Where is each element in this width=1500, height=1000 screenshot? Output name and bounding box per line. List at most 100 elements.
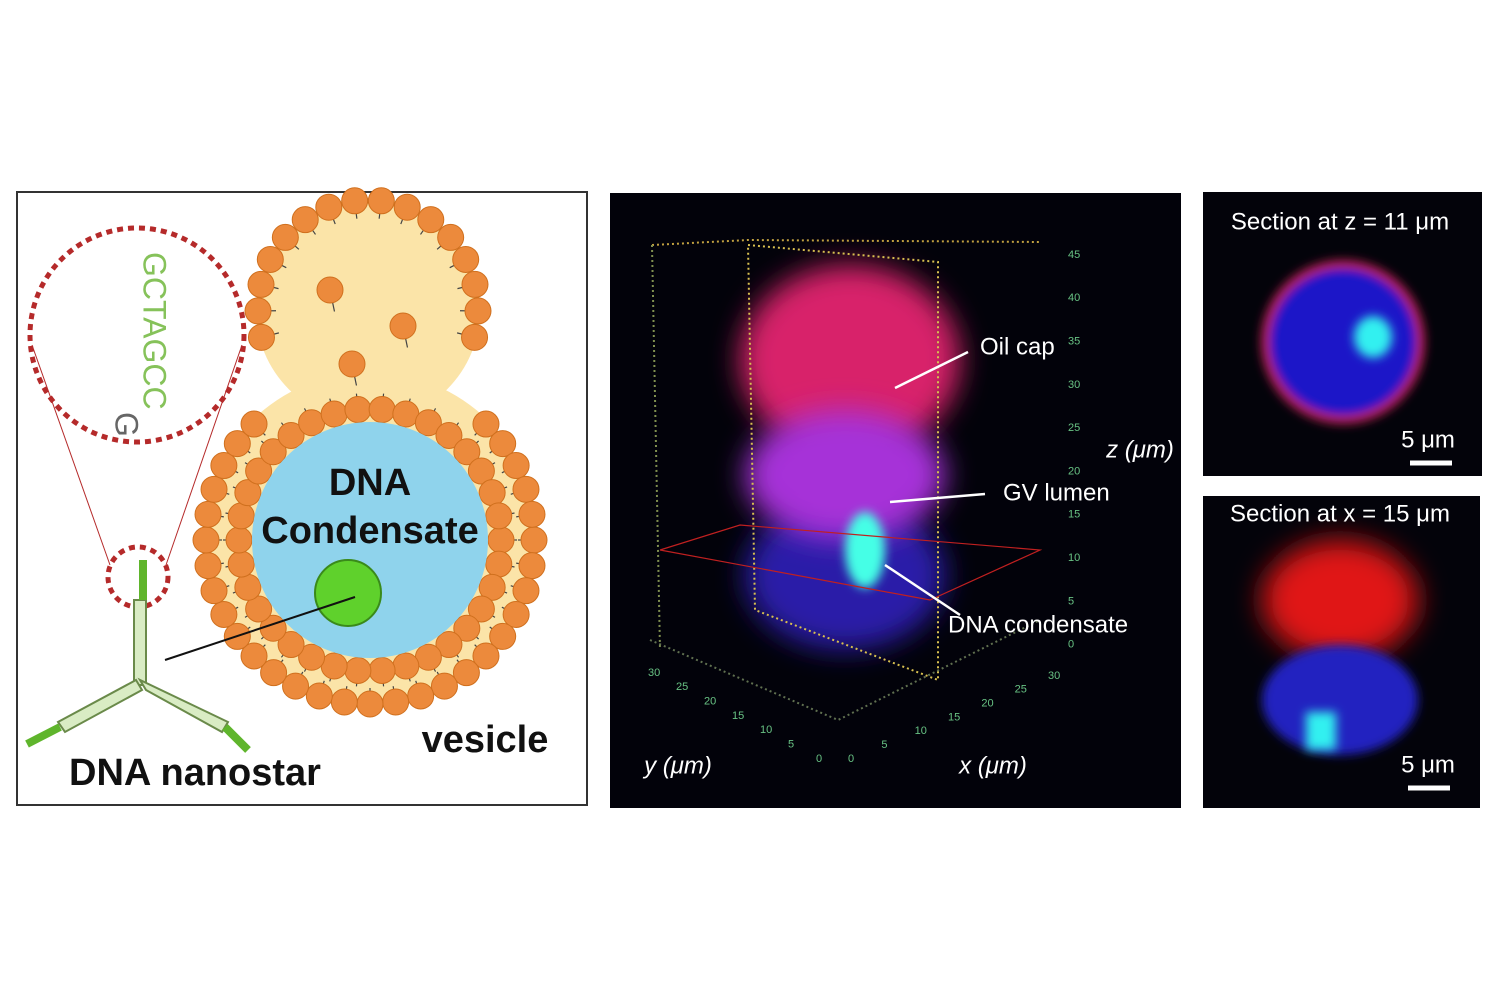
- section-oil-cap: [1262, 540, 1418, 660]
- lipid-head: [305, 682, 333, 710]
- panel-a: GCTAGCC G DNA Condensate vesicle DNA nan…: [16, 187, 588, 806]
- sequence: GCTAGCC: [137, 252, 173, 410]
- z-tick-label: 25: [1068, 422, 1080, 434]
- lipid-head: [393, 193, 421, 221]
- lipid-head: [291, 206, 319, 234]
- lipid-head: [225, 526, 253, 554]
- lipid-head: [240, 642, 268, 670]
- lipid-head: [234, 479, 262, 507]
- lipid-head: [485, 502, 513, 530]
- lipid-head: [389, 312, 417, 340]
- lipid-head: [437, 223, 465, 251]
- x-tick-label: 30: [1048, 670, 1060, 682]
- panel-c: Section at z = 11 μm 5 μm Section at x =…: [1203, 192, 1482, 808]
- lipid-head: [502, 452, 530, 480]
- axis-label: z (μm): [1105, 436, 1174, 463]
- lipid-head: [467, 595, 495, 623]
- lipid-head: [478, 573, 506, 601]
- lipid-head: [356, 690, 384, 718]
- bounding-box: [649, 238, 1043, 722]
- lipid-head: [489, 622, 517, 650]
- lipid-head: [512, 475, 540, 503]
- lipid-head: [461, 323, 489, 351]
- nanostar-label: DNA nanostar: [69, 752, 321, 794]
- lipid-head: [227, 550, 255, 578]
- panel-b: Oil cap GV lumen DNA condensate z (μm) y (μm…: [610, 193, 1181, 808]
- lipid-head: [485, 550, 513, 578]
- z-tick-label: 20: [1068, 465, 1080, 477]
- y-tick-label: 30: [648, 667, 660, 679]
- lipid-head: [330, 688, 358, 716]
- sticky-ends: [25, 560, 251, 753]
- lipid-head: [341, 187, 369, 215]
- lipid-head: [461, 270, 489, 298]
- lipid-head: [259, 438, 287, 466]
- lipid-head: [392, 652, 420, 680]
- lipid-head: [200, 475, 228, 503]
- lipid-head: [407, 682, 435, 710]
- oil-cap-glow: [740, 265, 960, 455]
- lipid-head: [244, 297, 272, 325]
- lipid-beads: [192, 187, 548, 718]
- lipid-head: [223, 430, 251, 458]
- lipid-head: [192, 526, 220, 554]
- condensate-label: Condensate: [261, 510, 478, 552]
- lipid-head: [260, 659, 288, 687]
- annotation-lines: [884, 350, 986, 617]
- lipid-head: [210, 600, 238, 628]
- lipid-head: [227, 502, 255, 530]
- lipid-head: [478, 479, 506, 507]
- x-tick-label: 10: [915, 725, 927, 737]
- z-tick-label: 10: [1068, 552, 1080, 564]
- section-vesicle: [1261, 260, 1425, 424]
- lipid-head: [467, 457, 495, 485]
- y-tick-label: 20: [704, 696, 716, 708]
- lipid-head: [247, 270, 275, 298]
- z-tick-label: 40: [1068, 292, 1080, 304]
- lipid-head: [435, 631, 463, 659]
- lipid-head: [520, 526, 548, 554]
- lipid-head: [489, 430, 517, 458]
- pointer-line: [164, 596, 356, 661]
- lipid-head: [518, 552, 546, 580]
- scale-label: 5 μm: [1401, 426, 1455, 453]
- condensate-label: DNA: [329, 462, 411, 504]
- lipid-head: [472, 410, 500, 438]
- lipid-head: [282, 672, 310, 700]
- axis-label: y (μm): [642, 752, 712, 779]
- scale-label: 5 μm: [1401, 751, 1455, 778]
- lipid-head: [320, 400, 348, 428]
- vesicle-label: vesicle: [422, 719, 549, 761]
- x-tick-label: 15: [948, 711, 960, 723]
- section-title: Section at z = 11 μm: [1231, 208, 1449, 235]
- lipid-head: [502, 600, 530, 628]
- lipid-head: [367, 187, 395, 215]
- lipid-head: [452, 245, 480, 273]
- y-tick-label: 10: [760, 724, 772, 736]
- section-condensate: [1354, 316, 1392, 358]
- x-tick-label: 5: [881, 739, 887, 751]
- lipid-head: [277, 631, 305, 659]
- condensate-glow: [845, 512, 885, 588]
- x-tick-label: 0: [848, 753, 854, 765]
- y-tick-label: 25: [676, 681, 688, 693]
- y-tick-label: 0: [816, 753, 822, 765]
- lipid-head: [368, 396, 396, 424]
- section-lumen: [1262, 645, 1418, 755]
- lumen-glow: [745, 410, 945, 540]
- lipid-head: [194, 500, 222, 528]
- lipid-head: [382, 688, 410, 716]
- lipid-head: [240, 410, 268, 438]
- lipid-head: [245, 457, 273, 485]
- z-tick-label: 5: [1068, 595, 1074, 607]
- lipid-head: [487, 526, 515, 554]
- sequence-end: G: [109, 412, 145, 437]
- z-tick-label: 0: [1068, 639, 1074, 651]
- condensate-droplet: [314, 559, 382, 627]
- z-tick-label: 15: [1068, 509, 1080, 521]
- lipid-head: [344, 656, 372, 684]
- lipid-head: [452, 659, 480, 687]
- axis-label: x (μm): [958, 752, 1027, 779]
- annotation: DNA condensate: [948, 611, 1128, 638]
